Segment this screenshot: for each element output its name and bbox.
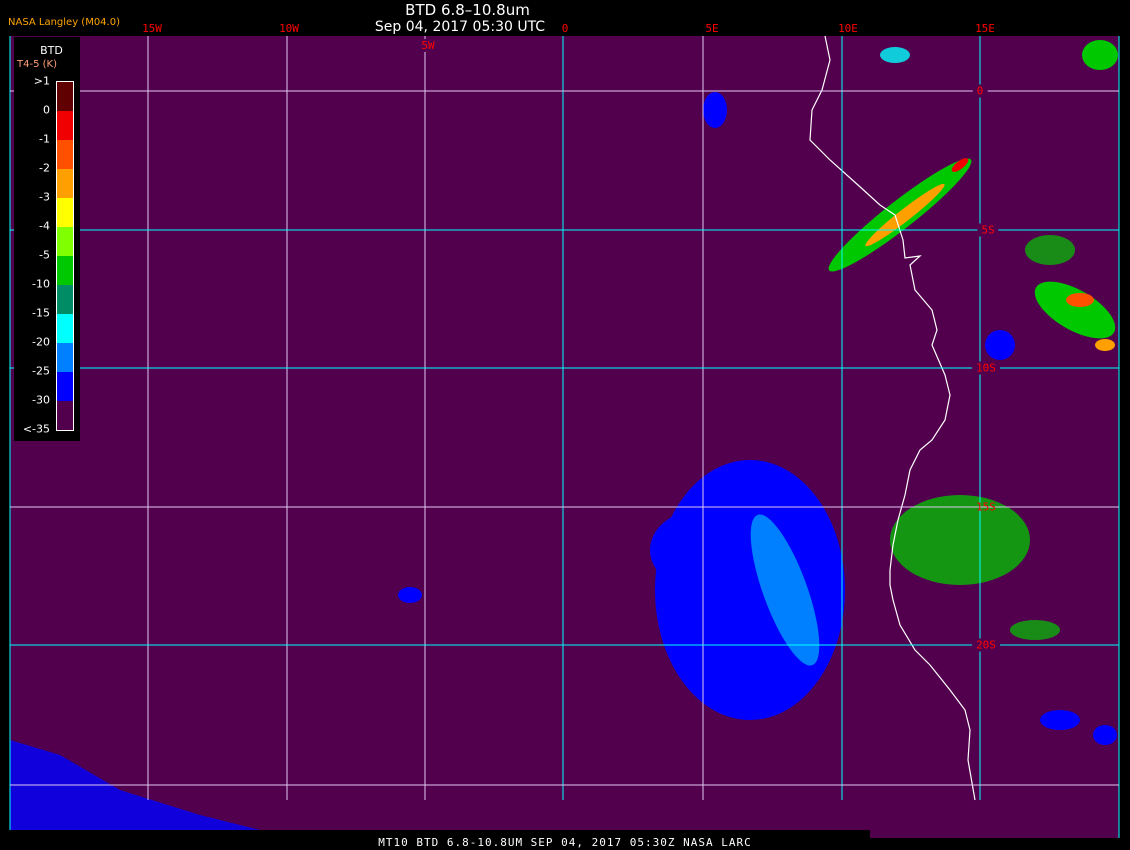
cloud-blob [703, 92, 727, 128]
latitude-label: 15S [976, 500, 996, 514]
cloud-blob [880, 47, 910, 63]
latitude-label: 20S [972, 638, 1000, 652]
legend-swatch [57, 372, 73, 401]
cloud-blob [1010, 620, 1060, 640]
cloud-blob [1093, 725, 1117, 745]
legend-swatch [57, 343, 73, 372]
legend-title: BTD [40, 44, 63, 57]
legend-tick-label: -4 [39, 219, 50, 233]
longitude-label: 10W [279, 22, 299, 35]
legend-swatch [57, 314, 73, 343]
color-legend: BTD T4-5 (K) >1 0 -1 -2 -3 -4 -5 -10 -15 -20 -25 -3… [14, 37, 80, 441]
cloud-blob [951, 158, 969, 172]
latitude-label: 10S [972, 361, 1000, 375]
map-background [10, 36, 1119, 838]
cloud-blob [1025, 235, 1075, 265]
legend-tick-label: -5 [39, 248, 50, 262]
legend-tick-label: -3 [39, 190, 50, 204]
lat-lon-grid [9, 36, 1120, 838]
legend-swatch [57, 285, 73, 314]
legend-tick-label: 0 [43, 103, 50, 117]
legend-tick-label: <-35 [22, 422, 50, 436]
cloud-blob [1040, 710, 1080, 730]
legend-swatch [57, 169, 73, 198]
coastline [809, 35, 976, 801]
cloud-blob [865, 183, 945, 247]
cloud-blob [1034, 281, 1116, 339]
organization-label: NASA Langley (M04.0) [8, 17, 120, 28]
longitude-label: 10E [838, 22, 858, 35]
cloud-blob [1095, 339, 1115, 351]
longitude-label: 0 [561, 22, 569, 35]
legend-tick-label: -1 [39, 132, 50, 146]
cloud-blob [10, 740, 260, 830]
legend-units: T4-5 (K) [17, 59, 57, 70]
legend-swatch [57, 256, 73, 285]
latitude-label: 5S [977, 223, 999, 237]
legend-swatch [57, 198, 73, 227]
legend-swatch [57, 82, 73, 111]
latitude-label: 0 [972, 84, 988, 98]
legend-tick-label: -10 [32, 277, 50, 291]
cloud-blob [985, 330, 1015, 360]
cloud-blob [1082, 40, 1118, 70]
legend-swatch [57, 111, 73, 140]
cloud-blob [1066, 293, 1094, 307]
legend-tick-label: -30 [32, 393, 50, 407]
cloud-blob-large [655, 460, 845, 720]
longitude-label: 5W [418, 39, 438, 52]
longitude-label: 5E [705, 22, 719, 35]
cloud-blob [650, 510, 750, 590]
cloud-blob [398, 587, 422, 603]
legend-tick-label: -15 [32, 306, 50, 320]
image-timestamp: Sep 04, 2017 05:30 UTC [374, 19, 546, 35]
cloud-blob [750, 514, 820, 666]
cloud-blob [890, 495, 1030, 585]
legend-swatch [57, 227, 73, 256]
image-title: BTD 6.8–10.8um [405, 1, 530, 19]
footer-caption: MT10 BTD 6.8-10.8UM SEP 04, 2017 05:30Z … [378, 836, 752, 849]
legend-swatch [57, 401, 73, 430]
legend-tick-label: >1 [33, 74, 50, 88]
longitude-label: 15E [975, 22, 995, 35]
legend-colorbar [56, 81, 74, 431]
longitude-label: 15W [142, 22, 162, 35]
legend-tick-label: -25 [32, 364, 50, 378]
legend-tick-label: -20 [32, 335, 50, 349]
legend-swatch [57, 140, 73, 169]
legend-tick-label: -2 [39, 161, 50, 175]
